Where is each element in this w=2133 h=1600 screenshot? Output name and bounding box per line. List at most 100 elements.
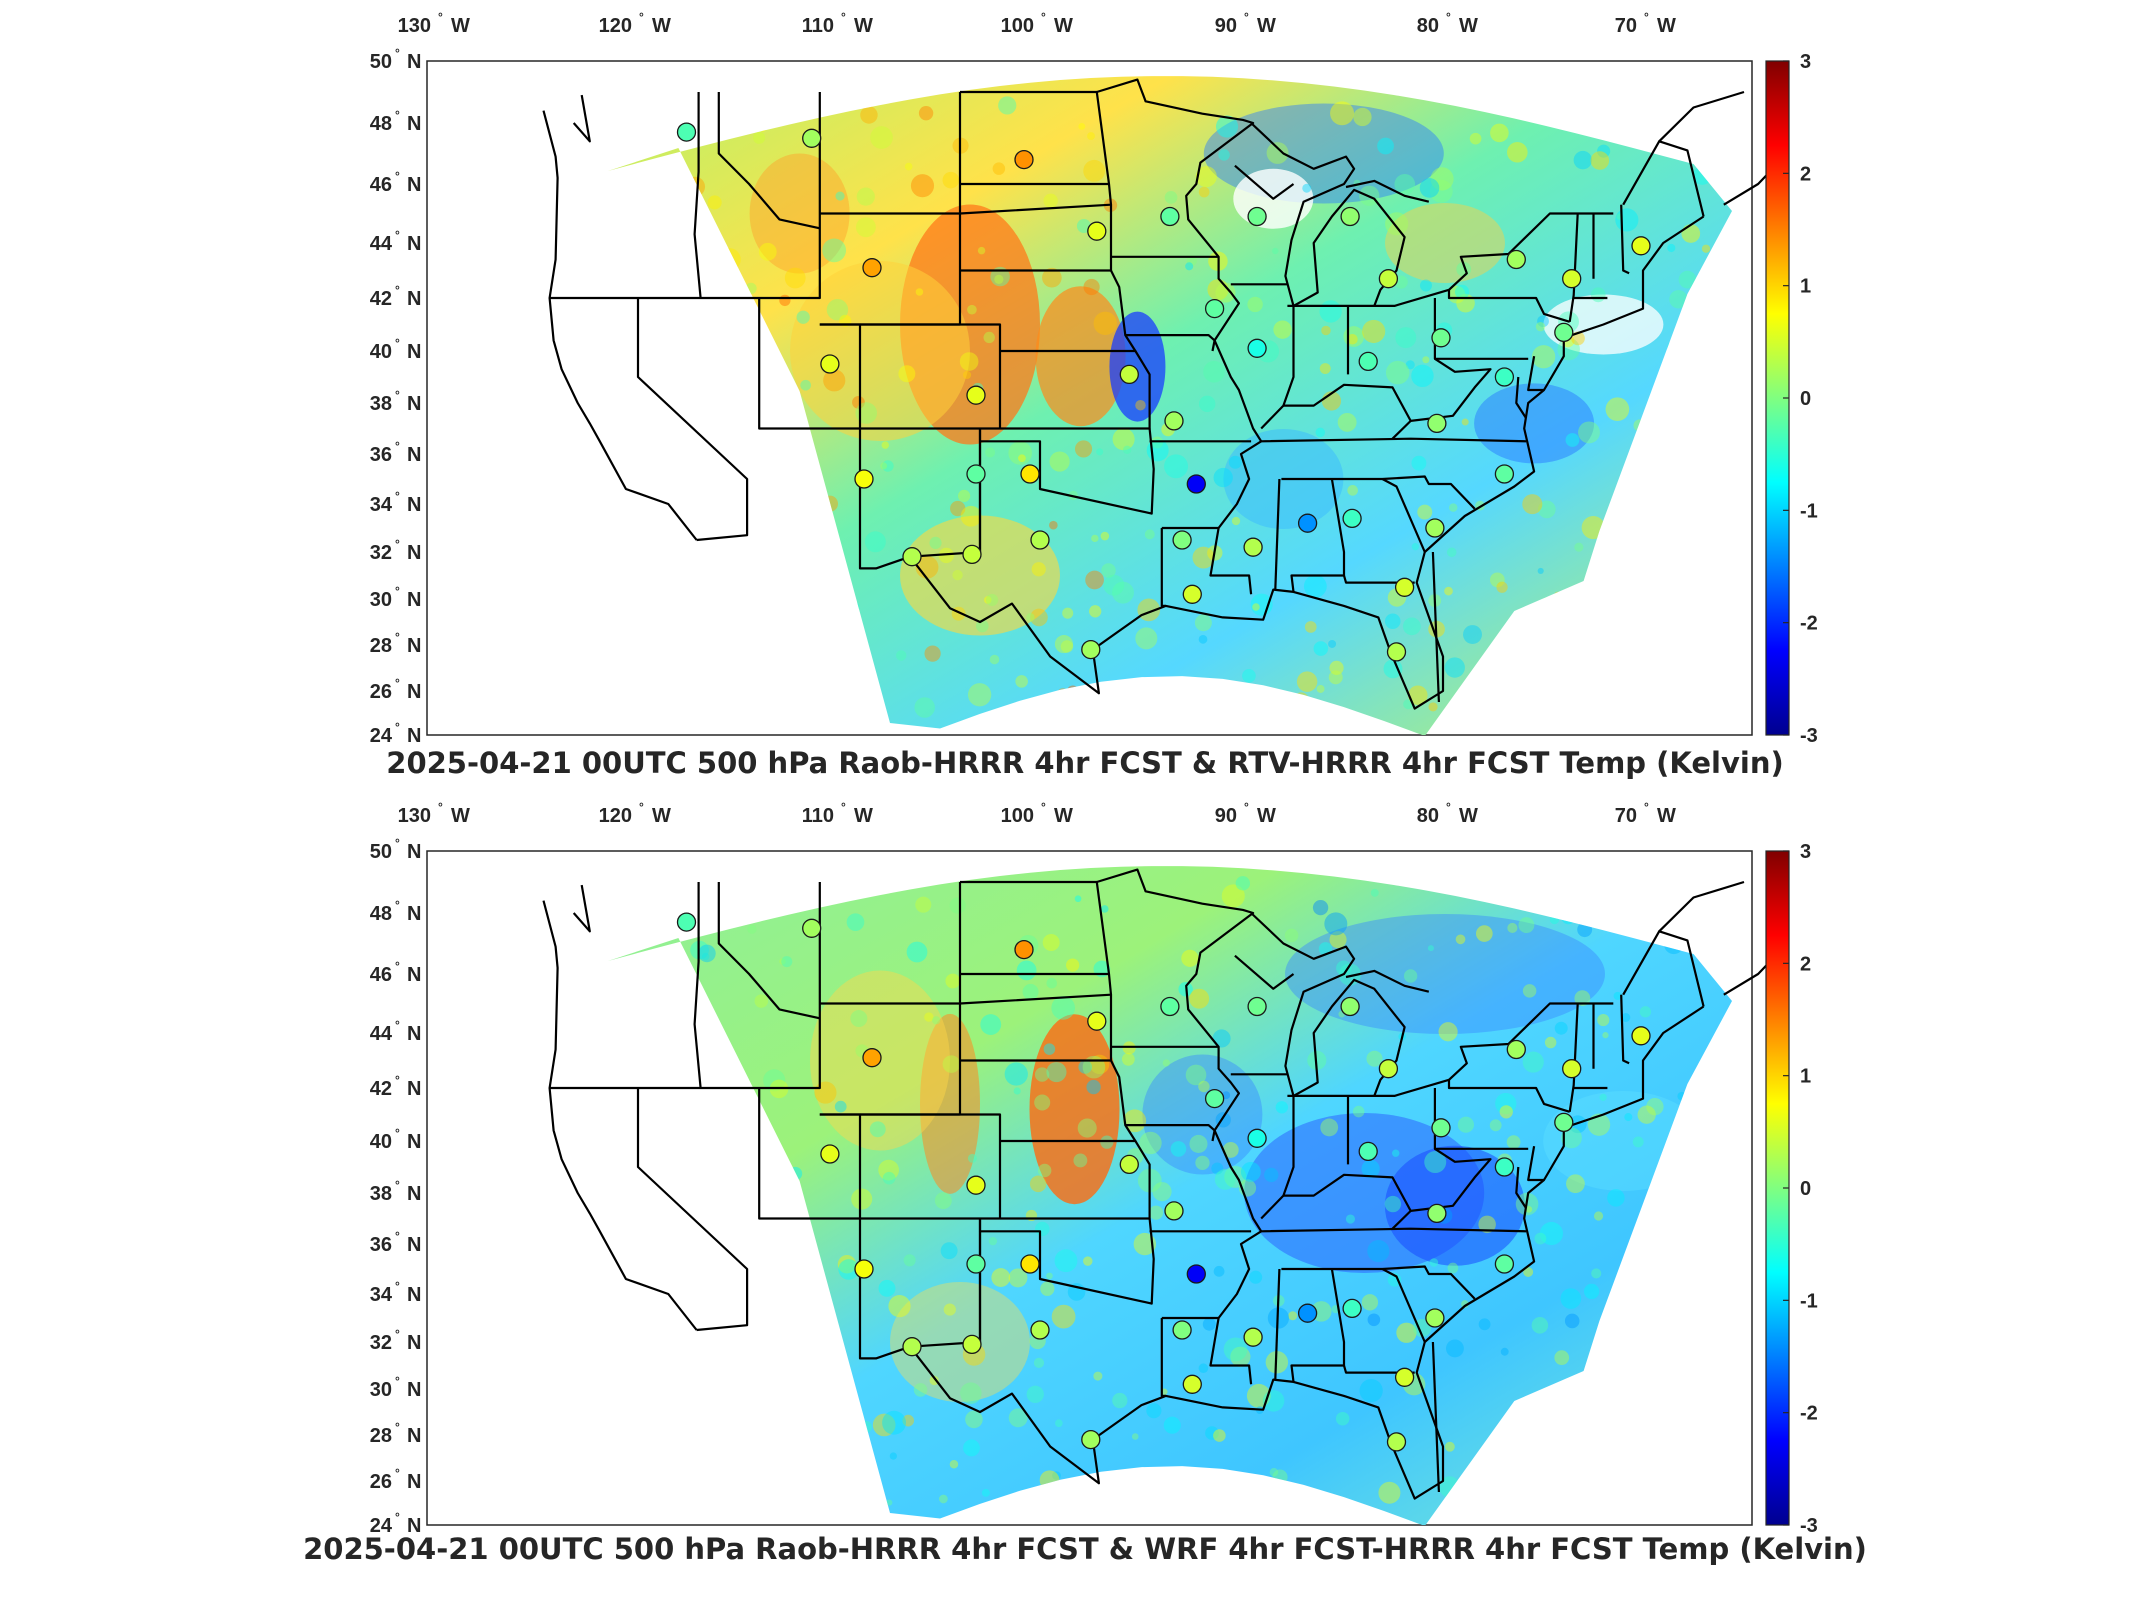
field-speckle <box>967 304 977 315</box>
station-marker <box>1182 584 1202 604</box>
lat-label-deg: 48 <box>370 113 392 135</box>
field-speckle <box>1082 1055 1106 1079</box>
field-speckle <box>1444 586 1453 596</box>
field-speckle <box>1411 542 1420 551</box>
station-marker <box>1014 149 1034 170</box>
station-marker <box>1494 1254 1515 1274</box>
field-speckle <box>991 1268 1011 1287</box>
field-speckle <box>1008 441 1032 465</box>
lat-label-hemi: N <box>407 542 421 564</box>
field-speckle <box>990 266 1010 287</box>
field-speckle <box>888 1295 911 1318</box>
station-marker <box>1427 413 1447 434</box>
boundary-line <box>860 323 1002 430</box>
field-speckle <box>1615 208 1639 232</box>
station-marker <box>1119 1154 1139 1175</box>
field-speckle <box>1264 1167 1279 1183</box>
field-speckle <box>1495 1092 1517 1115</box>
station-marker <box>962 1334 982 1355</box>
field-speckle <box>1560 1127 1582 1149</box>
degree-symbol: ° <box>395 959 400 973</box>
station-marker <box>854 1259 874 1279</box>
lat-label-deg: 46 <box>370 174 392 196</box>
boundary-line <box>1447 1079 1571 1113</box>
hrrr-domain <box>607 866 1732 1525</box>
degree-symbol: ° <box>639 10 644 24</box>
field-speckle <box>1319 300 1342 323</box>
field-speckle <box>1235 876 1251 891</box>
colorbar-tick-label: -2 <box>1800 613 1818 635</box>
field-speckle <box>870 126 893 149</box>
field-speckle <box>1429 179 1453 203</box>
field-speckle <box>1384 1195 1402 1213</box>
field-speckle <box>1427 945 1434 952</box>
station-marker <box>1081 639 1101 660</box>
field-speckle <box>962 370 972 380</box>
degree-symbol: ° <box>1644 10 1649 24</box>
field-speckle <box>988 1236 998 1246</box>
degree-symbol: ° <box>395 439 400 453</box>
field-speckle <box>1445 1339 1464 1358</box>
field-speckle <box>1330 101 1355 126</box>
field-speckle <box>851 1188 873 1210</box>
boundary-line <box>717 92 821 230</box>
station-marker <box>1164 411 1184 431</box>
longitude-labels: 130 ° W 120 ° W 110 ° W 100 ° W 90 ° W 80 ° W 70 ° W <box>398 800 1676 827</box>
station-marker <box>1427 1203 1447 1224</box>
station-marker <box>1386 642 1407 662</box>
field-speckle <box>1213 1429 1226 1442</box>
boundary-line <box>1622 930 1705 1007</box>
field-speckle <box>1669 290 1688 309</box>
field-speckle <box>753 131 766 144</box>
field-speckle <box>1100 1135 1114 1149</box>
field-speckle <box>796 310 810 324</box>
field-speckle <box>1101 563 1116 578</box>
boundary-line <box>542 110 698 541</box>
station-marker <box>1119 364 1139 385</box>
lat-label-hemi: N <box>407 1078 421 1100</box>
field-speckle <box>914 697 935 718</box>
field-speckle <box>929 1375 939 1386</box>
state-boundaries <box>542 868 1786 1500</box>
field-speckle <box>985 593 999 607</box>
boundary-line <box>1250 912 1614 1097</box>
station-marker <box>854 469 874 489</box>
field-speckle <box>1384 613 1401 630</box>
field-speckle <box>1366 1050 1383 1067</box>
degree-symbol: ° <box>395 489 400 503</box>
field-speckle <box>1198 186 1210 198</box>
field-speckle <box>1537 567 1544 574</box>
field-speckle <box>1681 224 1701 243</box>
field-speckle <box>701 952 710 961</box>
field-speckle <box>1475 925 1493 942</box>
field-speckle <box>800 379 811 391</box>
field-speckle <box>1004 1062 1028 1086</box>
field-speckle <box>985 447 996 458</box>
field-speckle <box>1151 436 1164 449</box>
boundary-line <box>549 92 821 300</box>
station-marker <box>1247 206 1267 227</box>
boundary-line <box>1110 1060 1137 1142</box>
degree-symbol: ° <box>841 800 846 814</box>
field-speckle <box>1590 287 1606 303</box>
lon-label-hemi: W <box>1257 15 1276 37</box>
field-speckle <box>1564 1313 1580 1329</box>
lat-label-deg: 44 <box>370 1023 393 1045</box>
degree-symbol: ° <box>395 1018 400 1032</box>
field-speckle <box>967 1153 977 1163</box>
boundary-line <box>1568 213 1579 322</box>
field-speckle <box>881 441 889 449</box>
field-speckle <box>1231 516 1241 526</box>
field-speckle <box>837 1255 857 1274</box>
station-marker <box>1494 1157 1515 1177</box>
lat-label-hemi: N <box>407 494 421 516</box>
field-speckle <box>1578 421 1600 444</box>
colorbar-ticks: 3 2 1 0 -1 -2 -3 <box>1783 51 1818 747</box>
boundary-line <box>1209 339 1263 595</box>
field-speckle <box>1573 150 1593 170</box>
field-speckle <box>856 187 875 206</box>
degree-symbol: ° <box>395 676 400 690</box>
field-speckle <box>1013 1087 1021 1095</box>
station-marker <box>1378 269 1399 289</box>
field-speckle <box>882 460 894 472</box>
